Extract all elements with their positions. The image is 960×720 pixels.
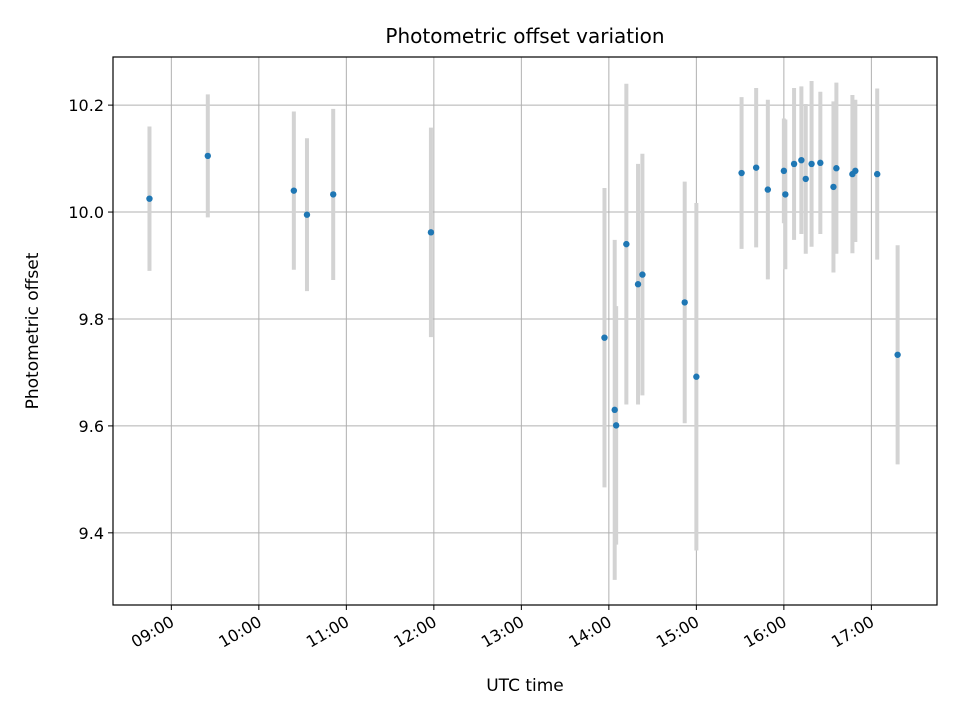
data-point xyxy=(808,160,815,168)
data-point xyxy=(427,229,435,236)
data-point xyxy=(833,165,840,172)
y-tick-label: 10.0 xyxy=(68,203,104,222)
data-point xyxy=(290,187,298,194)
data-point xyxy=(303,211,311,218)
data-point xyxy=(146,195,153,202)
data-point xyxy=(693,373,700,380)
y-axis-ticks: 9.4 9.6 9.8 10.0 10.2 xyxy=(68,96,113,543)
data-point xyxy=(623,240,630,248)
data-point xyxy=(634,281,642,288)
data-point xyxy=(764,186,772,193)
plot-frame xyxy=(112,56,938,606)
data-points xyxy=(146,152,901,429)
y-tick-label: 9.8 xyxy=(79,310,104,329)
data-point xyxy=(330,191,337,198)
data-point xyxy=(894,351,901,358)
data-point xyxy=(204,152,211,160)
y-axis-label: Photometric offset xyxy=(23,252,43,409)
data-point xyxy=(681,299,688,306)
data-point xyxy=(874,170,881,178)
data-point xyxy=(798,156,805,164)
data-point xyxy=(601,334,608,341)
x-axis-label: UTC time xyxy=(486,676,564,696)
data-point xyxy=(752,164,760,171)
data-point xyxy=(830,183,837,191)
data-point xyxy=(817,159,824,167)
y-tick-label: 9.6 xyxy=(79,417,104,436)
data-point xyxy=(802,175,809,183)
data-point xyxy=(852,167,859,175)
data-point xyxy=(611,406,618,414)
data-point xyxy=(612,422,620,429)
data-point xyxy=(780,167,788,175)
y-tick-label: 10.2 xyxy=(68,96,104,115)
data-point xyxy=(639,271,646,278)
data-point xyxy=(782,191,789,198)
y-tick-label: 9.4 xyxy=(79,524,104,543)
chart-title: Photometric offset variation xyxy=(385,24,664,48)
data-point xyxy=(790,160,798,168)
data-point xyxy=(738,169,745,177)
